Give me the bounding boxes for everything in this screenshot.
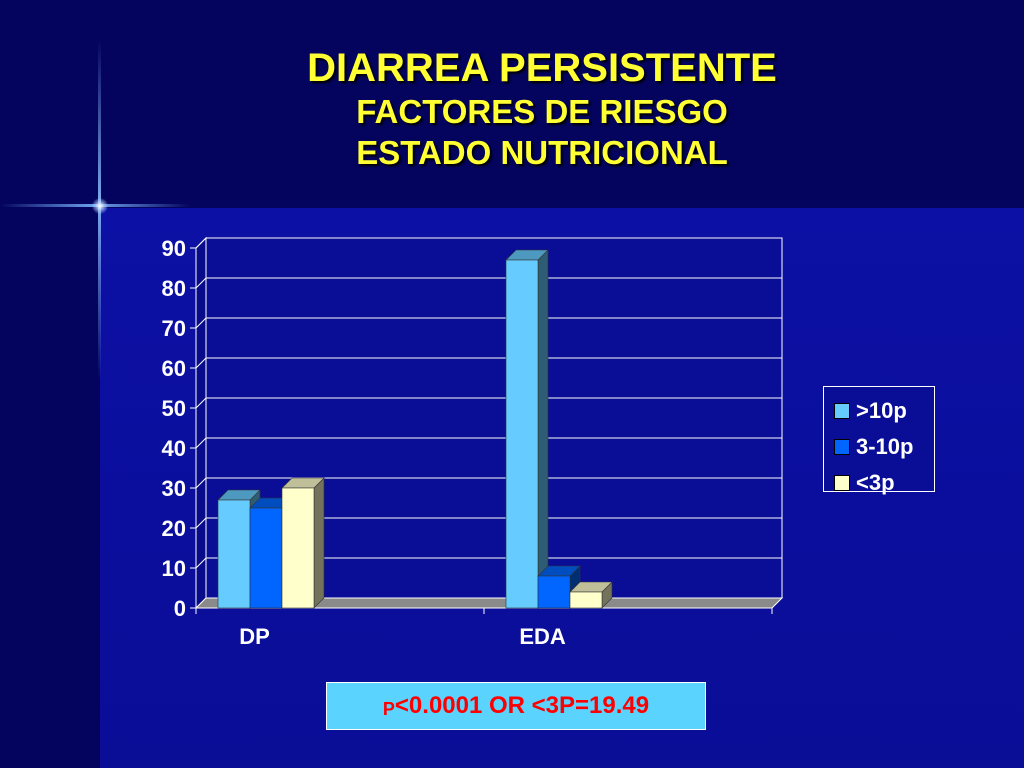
gridline-side [195, 557, 207, 569]
legend-item-series-2: 3-10p [834, 429, 934, 465]
title-line-1: DIARREA PERSISTENTE [307, 46, 777, 90]
background-left-band [0, 0, 100, 768]
y-tick-label: 20 [162, 516, 186, 541]
bar-DP-<3p [281, 487, 315, 609]
y-tick-label: 0 [174, 596, 186, 621]
gridline-side [195, 237, 207, 249]
significance-note-box: P <0.0001 OR <3P=19.49 [326, 682, 706, 730]
bar-EDA-3-10p [537, 575, 571, 609]
note-prefix: P [382, 698, 395, 719]
background-top-band [0, 0, 1024, 208]
chart-legend: >10p 3-10p <3p [823, 386, 935, 495]
legend-swatch-series-1 [834, 403, 850, 419]
y-tick-label: 30 [162, 476, 186, 501]
legend-label-series-1: >10p [856, 398, 907, 423]
bar-EDA-<3p [569, 591, 603, 609]
gridline-side [195, 277, 207, 289]
y-tick-label: 50 [162, 396, 186, 421]
slide-title: DIARREA PERSISTENTE FACTORES DE RIESGO E… [0, 44, 1024, 174]
sparkle-star-icon [92, 198, 108, 214]
bar-side-EDA->10p [537, 249, 549, 609]
x-category-label: EDA [519, 624, 566, 649]
legend-label-series-2: 3-10p [856, 434, 914, 459]
gridline-side [195, 397, 207, 409]
y-tick-label: 90 [162, 236, 186, 261]
y-tick-label: 70 [162, 316, 186, 341]
gridline-side [195, 437, 207, 449]
legend-item-series-3: <3p [834, 465, 934, 501]
bar-DP-3-10p [249, 507, 283, 609]
gridline-side [195, 317, 207, 329]
title-line-2: FACTORES DE RIESGO [356, 93, 728, 130]
y-tick-label: 40 [162, 436, 186, 461]
title-line-3: ESTADO NUTRICIONAL [356, 134, 728, 171]
legend-item-series-1: >10p [834, 393, 934, 429]
y-tick-label: 10 [162, 556, 186, 581]
legend-label-series-3: <3p [856, 470, 895, 495]
bar-DP->10p [217, 499, 251, 609]
gridline-side [195, 357, 207, 369]
legend-swatch-series-3 [834, 475, 850, 491]
chart-side-wall [195, 236, 207, 610]
note-text: <0.0001 OR <3P=19.49 [394, 692, 650, 719]
y-tick-label: 60 [162, 356, 186, 381]
bar-side-DP-<3p [313, 477, 325, 609]
bar-EDA->10p [505, 259, 539, 609]
gridline-side [195, 517, 207, 529]
legend-swatch-series-2 [834, 439, 850, 455]
y-tick-label: 80 [162, 276, 186, 301]
gridline-side [195, 477, 207, 489]
x-category-label: DP [239, 624, 270, 649]
